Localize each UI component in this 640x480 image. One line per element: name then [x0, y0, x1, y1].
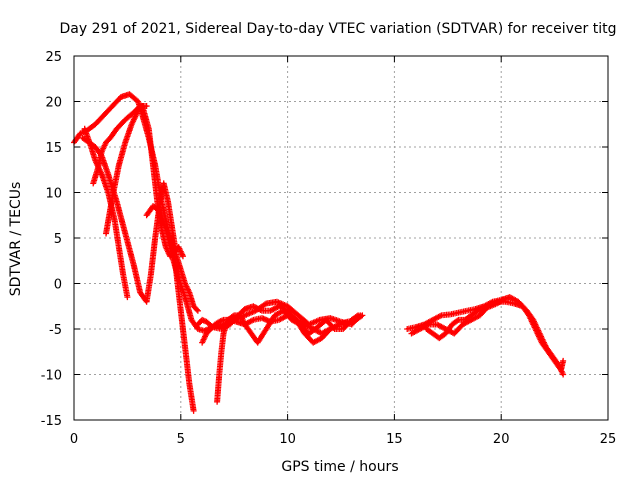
axis-tick-labels: 0 5 10 15 20 25 25 20 15 10 5 0 -5 -10 -15: [41, 50, 617, 447]
data-point: [326, 327, 333, 334]
data-points: [71, 91, 567, 414]
data-point: [194, 307, 201, 314]
data-point: [193, 306, 200, 313]
x-tick-label: 0: [70, 432, 78, 447]
series-4: [79, 134, 201, 314]
data-point: [560, 357, 567, 364]
data-point: [124, 294, 131, 301]
y-tick-label: 20: [45, 96, 62, 111]
y-tick-label: 0: [54, 278, 62, 293]
y-tick-label: 25: [45, 50, 62, 65]
y-tick-label: -15: [41, 414, 62, 429]
axis-ticks: [73, 55, 609, 421]
series-9: [194, 303, 334, 346]
chart-title: Day 291 of 2021, Sidereal Day-to-day VTE…: [60, 21, 617, 37]
y-tick-label: 5: [54, 232, 62, 247]
y-axis-label: SDTVAR / TECUs: [8, 182, 24, 297]
data-point: [355, 312, 362, 319]
x-tick-label: 25: [600, 432, 617, 447]
data-point: [454, 317, 461, 324]
data-point: [179, 253, 186, 260]
data-point: [190, 407, 197, 414]
y-tick-label: -5: [49, 323, 62, 338]
x-tick-label: 10: [279, 432, 296, 447]
x-tick-label: 20: [493, 432, 510, 447]
data-point: [499, 297, 506, 304]
x-tick-label: 5: [177, 432, 185, 447]
data-point: [327, 326, 334, 332]
data-point: [500, 296, 507, 303]
series-5: [103, 103, 186, 260]
data-point: [261, 301, 268, 308]
data-point: [560, 371, 567, 378]
x-axis-label: GPS time / hours: [281, 459, 398, 475]
data-point: [353, 313, 360, 320]
series-6: [143, 203, 364, 334]
y-tick-label: 15: [45, 141, 62, 156]
y-tick-label: -10: [41, 369, 62, 384]
y-tick-label: 10: [45, 187, 62, 202]
data-point: [330, 324, 337, 331]
x-tick-label: 15: [386, 432, 403, 447]
series-12: [423, 296, 507, 342]
